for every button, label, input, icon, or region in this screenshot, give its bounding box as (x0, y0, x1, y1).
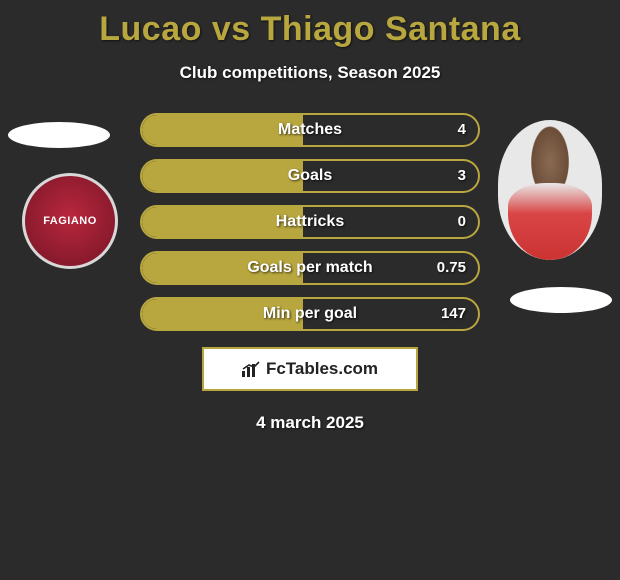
subtitle: Club competitions, Season 2025 (0, 63, 620, 83)
stat-value-right: 4 (458, 115, 466, 145)
stat-rows: Matches4Goals3Hattricks0Goals per match0… (140, 113, 480, 331)
stat-value-right: 0.75 (437, 253, 466, 283)
stat-label: Goals (142, 161, 478, 191)
stat-value-right: 0 (458, 207, 466, 237)
stat-row: Min per goal147 (140, 297, 480, 331)
brand-box: FcTables.com (202, 347, 418, 391)
date-text: 4 march 2025 (0, 413, 620, 433)
stats-area: Matches4Goals3Hattricks0Goals per match0… (0, 113, 620, 433)
page-title: Lucao vs Thiago Santana (0, 0, 620, 49)
brand-chart-icon (242, 361, 260, 377)
brand-text: FcTables.com (266, 359, 378, 379)
stat-row: Hattricks0 (140, 205, 480, 239)
stat-row: Goals3 (140, 159, 480, 193)
stat-label: Matches (142, 115, 478, 145)
stat-value-right: 147 (441, 299, 466, 329)
stat-row: Goals per match0.75 (140, 251, 480, 285)
stat-label: Hattricks (142, 207, 478, 237)
stat-label: Min per goal (142, 299, 478, 329)
stat-value-right: 3 (458, 161, 466, 191)
stat-row: Matches4 (140, 113, 480, 147)
stat-label: Goals per match (142, 253, 478, 283)
